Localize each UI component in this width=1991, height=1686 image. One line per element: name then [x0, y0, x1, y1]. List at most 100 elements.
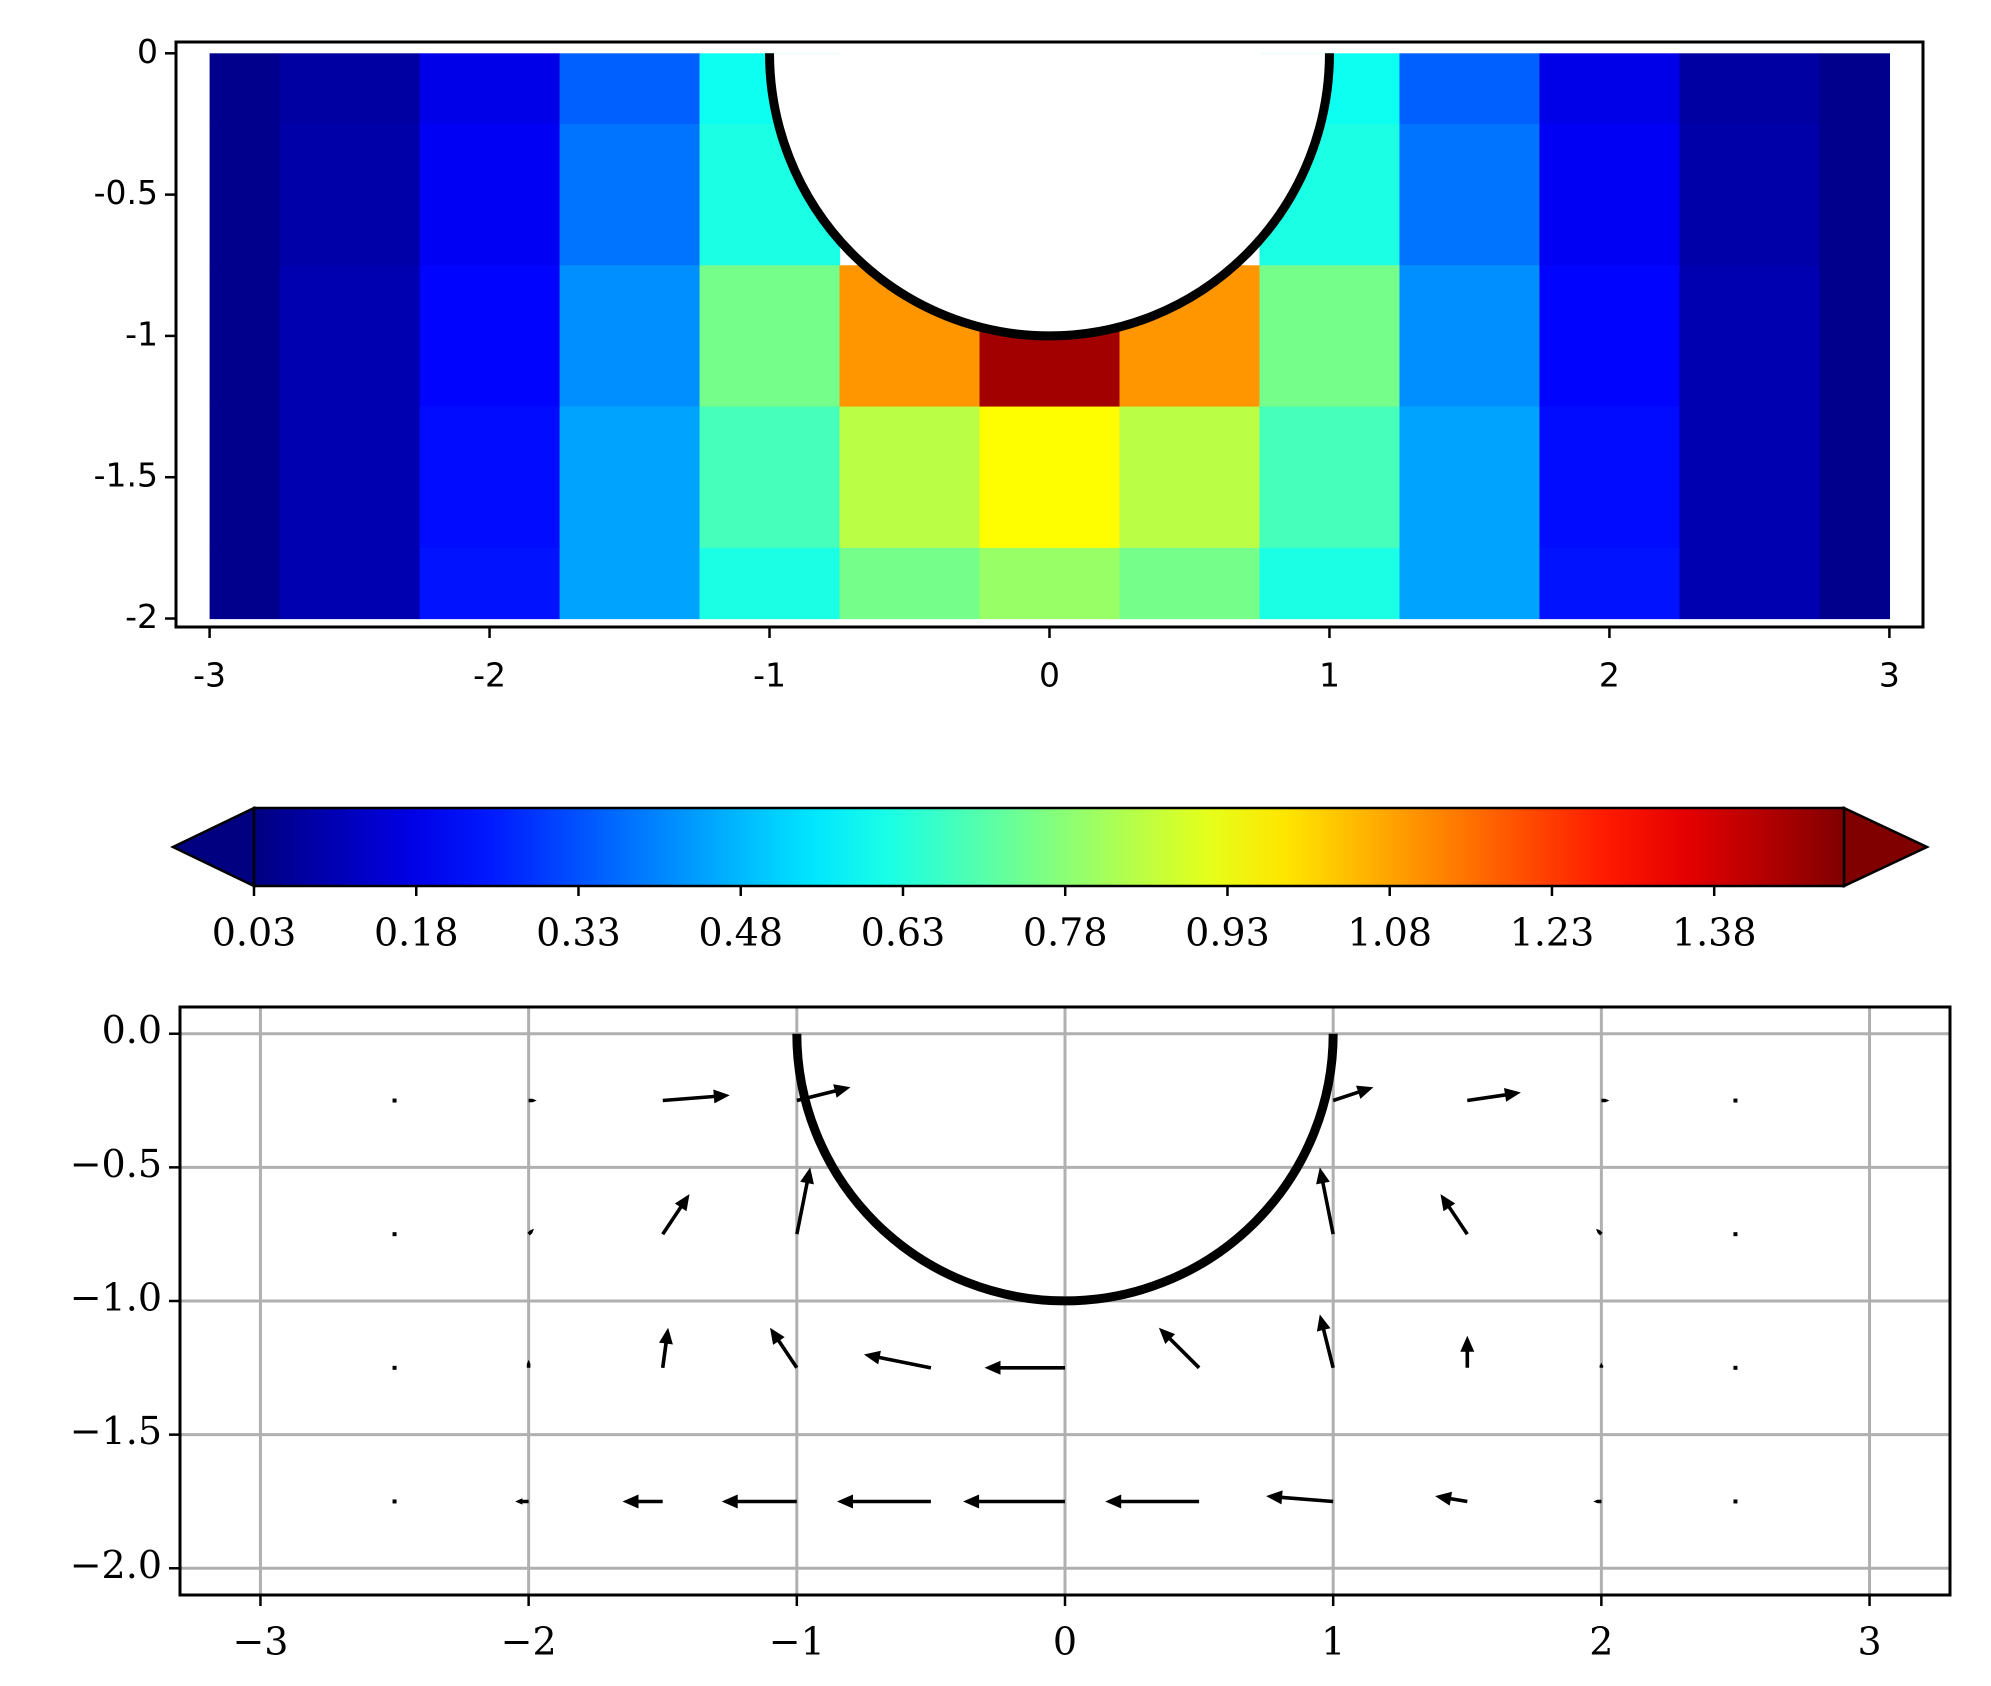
arrow	[392, 1232, 397, 1237]
field-cell	[1399, 265, 1541, 408]
field-cell	[209, 123, 281, 266]
field-cell	[419, 547, 561, 620]
obstacle	[765, 53, 1334, 341]
y-tick-label: −0.5	[70, 1142, 162, 1186]
field-cell	[419, 53, 561, 125]
field-cell	[1539, 547, 1681, 620]
field-cell	[279, 53, 421, 125]
arrow	[1596, 1228, 1603, 1236]
field-cell	[419, 265, 561, 408]
arrow	[984, 1360, 1065, 1375]
arrow	[1733, 1232, 1738, 1237]
field-cell	[1119, 406, 1261, 549]
arrow	[392, 1365, 397, 1370]
colorbar-tick-label: 0.33	[536, 911, 621, 955]
colorbar-tick-label: 0.63	[861, 911, 946, 955]
y-tick-label: −1.5	[70, 1409, 162, 1453]
field-cell	[559, 123, 701, 266]
arrow	[1733, 1499, 1738, 1504]
arrow	[1593, 1499, 1602, 1504]
arrow	[1266, 1490, 1334, 1505]
x-tick-label: −2	[501, 1620, 557, 1664]
field-cell	[1819, 547, 1891, 620]
arrow	[661, 1194, 690, 1236]
field-cell	[1259, 547, 1401, 620]
arrow	[1158, 1327, 1201, 1370]
colorbar-tick-label: 0.48	[698, 911, 783, 955]
field-cell	[1399, 53, 1541, 125]
y-tick-label: 0	[137, 32, 158, 71]
axes-frame	[178, 1005, 1952, 1597]
axes-frame	[174, 40, 1925, 629]
arrow	[1733, 1365, 1738, 1370]
x-tick-label: 1	[1321, 1620, 1345, 1664]
arrow	[1467, 1088, 1521, 1103]
field-cell	[979, 406, 1121, 549]
arrow	[796, 1084, 851, 1103]
y-tick-label: 0.0	[102, 1008, 162, 1052]
arrow	[1440, 1194, 1469, 1236]
arrow	[659, 1327, 673, 1369]
field-cell	[1399, 406, 1541, 549]
field-cell	[1819, 123, 1891, 266]
x-tick-label: 0	[1039, 656, 1060, 695]
x-tick-label: 2	[1599, 656, 1620, 695]
arrow	[1105, 1494, 1200, 1509]
arrow	[1332, 1085, 1374, 1103]
field-cell	[1119, 547, 1261, 620]
field-cell	[1259, 265, 1401, 408]
y-tick-label: -1	[125, 314, 158, 353]
arrow	[963, 1494, 1065, 1509]
field-cell	[1539, 265, 1681, 408]
arrow	[515, 1498, 529, 1505]
colorbar-tick-label: 1.08	[1347, 911, 1432, 955]
colorbar-tick-label: 1.38	[1672, 911, 1757, 955]
arrow	[392, 1499, 397, 1504]
field-cell	[839, 547, 981, 620]
field-cell	[839, 406, 981, 549]
arrow	[1460, 1335, 1475, 1368]
field-cell	[1819, 265, 1891, 408]
field-cell	[1539, 53, 1681, 125]
field-cell	[1399, 123, 1541, 266]
y-tick-label: -0.5	[94, 173, 158, 212]
colorbar-tick-label: 0.78	[1023, 911, 1108, 955]
colorbar-extend-high	[1842, 806, 1930, 888]
field-cell	[279, 406, 421, 549]
arrow	[770, 1327, 799, 1369]
field-cell	[559, 265, 701, 408]
field-cell	[1539, 406, 1681, 549]
y-tick-label: −2.0	[70, 1543, 162, 1587]
field-cell	[559, 406, 701, 549]
arrow	[528, 1098, 537, 1103]
arrow	[526, 1359, 531, 1368]
obstacle	[792, 1033, 1338, 1305]
field-cell	[1679, 53, 1821, 125]
arrow	[622, 1494, 663, 1509]
field-cell	[209, 406, 281, 549]
colorbar	[252, 806, 1846, 888]
field-cell	[699, 406, 841, 549]
colorbar-tick-label: 0.93	[1185, 911, 1270, 955]
arrow	[1599, 1362, 1604, 1368]
x-tick-label: −3	[232, 1620, 288, 1664]
field-cell	[419, 123, 561, 266]
field-cell	[1819, 406, 1891, 549]
arrow	[721, 1494, 797, 1509]
x-tick-label: -3	[193, 656, 226, 695]
x-tick-label: 3	[1857, 1620, 1881, 1664]
arrow	[863, 1350, 932, 1370]
field-cell	[1679, 123, 1821, 266]
field-cell	[1259, 406, 1401, 549]
field-cell	[1679, 406, 1821, 549]
arrow	[1435, 1491, 1468, 1506]
colorbar-tick-label: 0.18	[374, 911, 459, 955]
arrow	[1601, 1098, 1610, 1103]
field-cell	[559, 53, 701, 125]
field-cell	[979, 547, 1121, 620]
field-cell	[209, 265, 281, 408]
field-cell	[1539, 123, 1681, 266]
arrow	[527, 1228, 534, 1236]
field-cell	[279, 123, 421, 266]
